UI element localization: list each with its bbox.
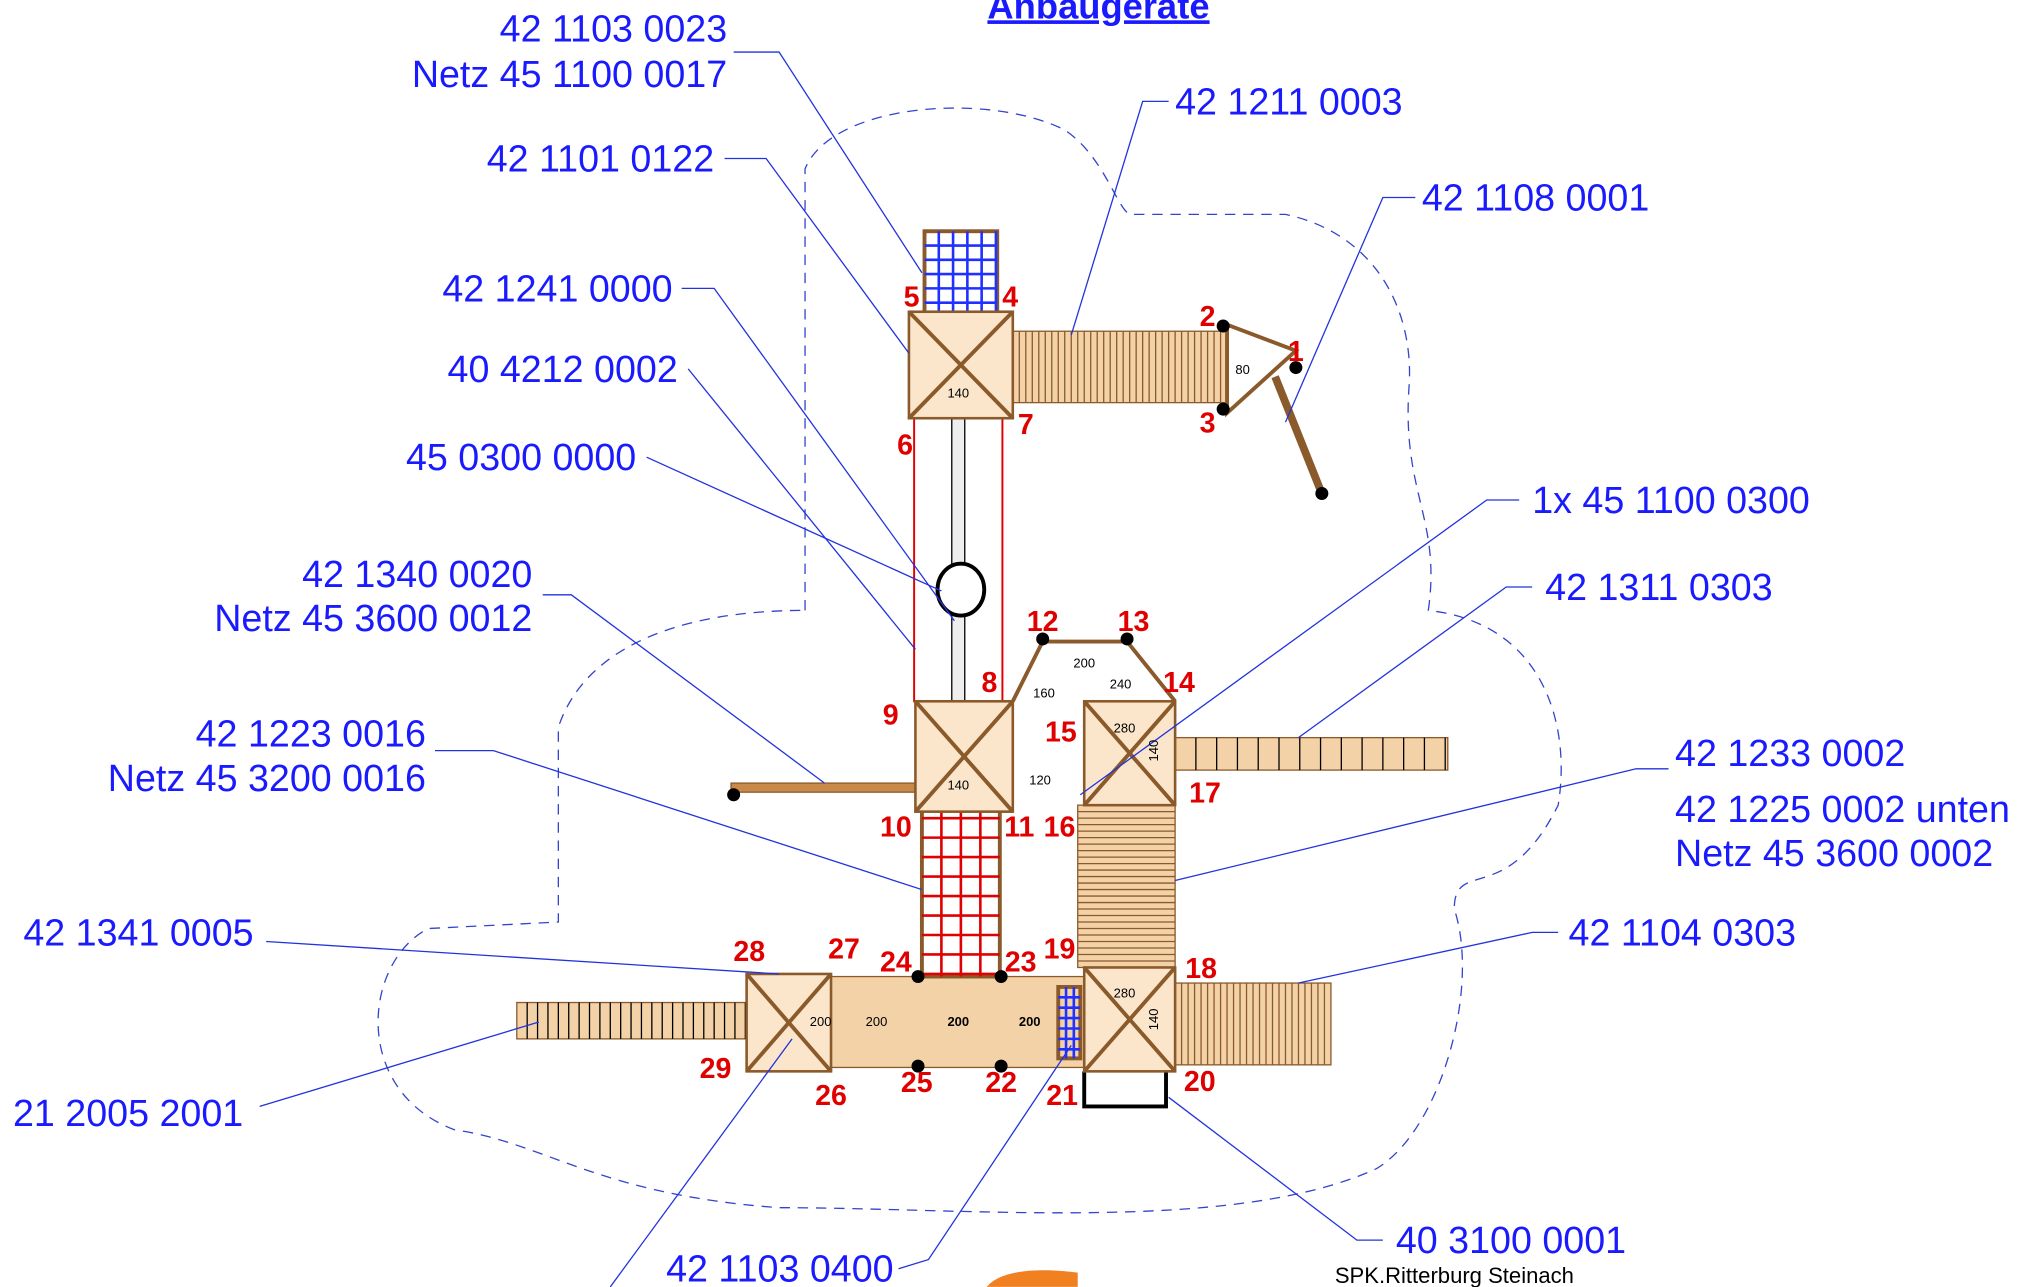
- leader-line: [260, 1022, 539, 1106]
- handle: [1084, 1071, 1166, 1106]
- post: [912, 970, 925, 983]
- leader-line: [1298, 587, 1532, 738]
- dimension: 160: [1033, 685, 1055, 700]
- leader-line: [1071, 101, 1168, 335]
- point-number: 17: [1189, 778, 1221, 810]
- point-number: 3: [1200, 407, 1216, 439]
- dimension: 80: [1235, 362, 1249, 377]
- part-label: 42 1103 0400: [666, 1248, 893, 1287]
- point-number: 16: [1044, 811, 1076, 843]
- leader-line: [688, 369, 915, 649]
- deck: [1078, 805, 1175, 967]
- dimension: 120: [1029, 772, 1051, 787]
- dimension: 140: [947, 778, 969, 793]
- point-number: 1: [1288, 336, 1304, 368]
- part-label: 40 4212 0002: [448, 348, 678, 390]
- dimension: 200: [810, 1014, 832, 1029]
- dimension: 200: [1019, 1014, 1041, 1029]
- chute: [1275, 377, 1322, 494]
- point-number: 13: [1118, 606, 1150, 638]
- dimension: 140: [947, 385, 969, 400]
- point-number: 15: [1045, 717, 1077, 749]
- part-label: 42 1241 0000: [442, 267, 672, 309]
- part-label: 42 1225 0002 unten: [1675, 788, 2010, 830]
- dimension: 280: [1114, 720, 1136, 735]
- part-label: 42 1340 0020: [302, 553, 532, 595]
- part-label: 42 1103 0023: [500, 8, 727, 50]
- point-number: 25: [901, 1067, 933, 1099]
- post: [727, 788, 740, 801]
- leader-line: [725, 159, 909, 354]
- point-number: 2: [1200, 301, 1216, 333]
- part-label: 42 1104 0303: [1569, 911, 1796, 953]
- point-number: 27: [828, 933, 860, 965]
- post: [1315, 487, 1328, 500]
- diagram: Anbaugeräte SPK.Ritterburg Steinach 42 1…: [0, 0, 2036, 1287]
- leader-line: [266, 941, 779, 973]
- leader-line: [734, 52, 922, 273]
- part-label: Netz 45 3200 0016: [108, 757, 426, 799]
- point-number: 29: [700, 1053, 732, 1085]
- part-label: Netz 45 3600 0012: [214, 597, 532, 639]
- leader-line: [1169, 1097, 1383, 1240]
- leader-line: [1175, 769, 1668, 881]
- leader-line: [435, 751, 922, 890]
- dimension: 200: [1073, 656, 1095, 671]
- dimension: 200: [866, 1014, 888, 1029]
- part-label: 42 1341 0005: [23, 911, 253, 953]
- dimension: 280: [1114, 985, 1136, 1000]
- point-number: 7: [1018, 409, 1034, 441]
- leader-line: [647, 457, 942, 591]
- point-number: 11: [1004, 811, 1034, 843]
- title: Anbaugeräte: [987, 0, 1209, 26]
- logo: [987, 1270, 1078, 1287]
- point-number: 5: [904, 282, 920, 314]
- post: [1217, 403, 1230, 416]
- point-number: 8: [981, 667, 997, 699]
- deck: [1000, 331, 1227, 402]
- pole: [952, 418, 965, 701]
- point-number: 20: [1184, 1066, 1216, 1098]
- point-number: 10: [880, 811, 912, 843]
- part-label: 42 1108 0001: [1422, 176, 1649, 218]
- dimension: 200: [947, 1014, 969, 1029]
- point-number: 23: [1005, 946, 1037, 978]
- dimension: 140: [1146, 740, 1161, 762]
- point-number: 9: [883, 700, 899, 732]
- part-label: 42 1233 0002: [1675, 732, 1905, 774]
- point-number: 28: [733, 936, 765, 968]
- point-number: 22: [985, 1067, 1017, 1099]
- part-label: 40 3100 0001: [1396, 1219, 1626, 1261]
- leader-line: [1285, 197, 1415, 422]
- part-label: 42 1101 0122: [487, 138, 714, 180]
- part-label: Netz 45 3600 0002: [1675, 832, 1993, 874]
- part-label: 42 1311 0303: [1545, 566, 1772, 608]
- point-number: 4: [1002, 282, 1018, 314]
- part-label: 45 0300 0000: [406, 436, 636, 478]
- leader-line: [1298, 932, 1558, 983]
- point-number: 6: [897, 430, 913, 462]
- part-label: 21 2005 2001: [13, 1092, 243, 1134]
- part-label: 42 1211 0003: [1175, 80, 1402, 122]
- part-label: Netz 45 1100 0017: [412, 53, 727, 95]
- post: [1217, 320, 1230, 333]
- dimension: 140: [1146, 1009, 1161, 1031]
- deck: [1175, 738, 1448, 770]
- part-label: 1x 45 1100 0300: [1532, 479, 1810, 521]
- dimension: 240: [1110, 676, 1132, 691]
- beam: [731, 783, 915, 792]
- point-number: 12: [1027, 606, 1059, 638]
- part-label: 42 1223 0016: [196, 713, 426, 755]
- point-number: 26: [815, 1080, 847, 1112]
- leader-line: [543, 595, 825, 783]
- point-number: 14: [1163, 667, 1195, 699]
- point-number: 19: [1044, 933, 1076, 965]
- point-number: 21: [1046, 1080, 1078, 1112]
- footer: SPK.Ritterburg Steinach: [1335, 1263, 1574, 1287]
- point-number: 18: [1185, 953, 1217, 985]
- point-number: 24: [880, 946, 912, 978]
